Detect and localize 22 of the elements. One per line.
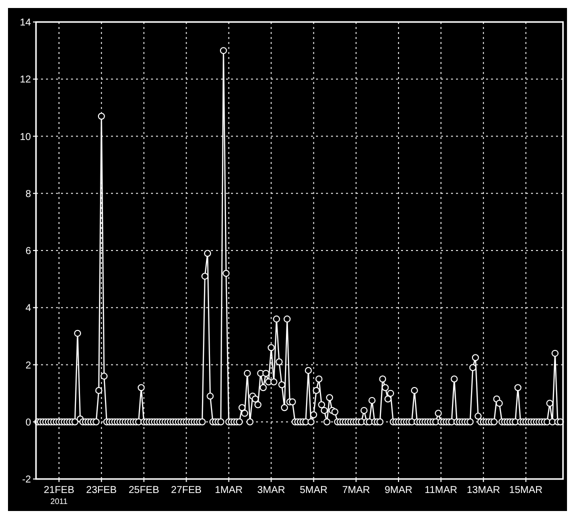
x-tick-label: 21FEB [44,485,75,496]
x-tick-label: 9MAR [384,485,412,496]
x-tick-label: 13MAR [466,485,500,496]
y-tick-label: 10 [20,132,32,143]
x-tick-label: 3MAR [257,485,286,496]
x-tick-label: 5MAR [300,485,328,496]
x-tick-label: 23FEB [86,485,118,496]
y-tick-label: 4 [25,303,32,314]
x-tick-label: 25FEB [128,485,160,496]
text: 2011 [50,497,68,506]
x-tick-label: 11MAR [424,485,458,496]
x-tick-label: 7MAR [342,485,370,496]
y-tick-label: 14 [20,18,32,28]
x-tick-label: 27FEB [171,485,202,496]
x-tick-label: 15MAR [509,485,543,496]
y-tick-label: 2 [25,360,32,372]
x-tick-label: 1MAR [214,485,243,496]
y-tick-label: 8 [25,188,32,200]
y-tick-label: 6 [25,246,32,257]
y-tick-label: 0 [25,417,32,428]
y-tick-label: -2 [22,474,32,486]
y-tick-label: 12 [20,74,32,86]
